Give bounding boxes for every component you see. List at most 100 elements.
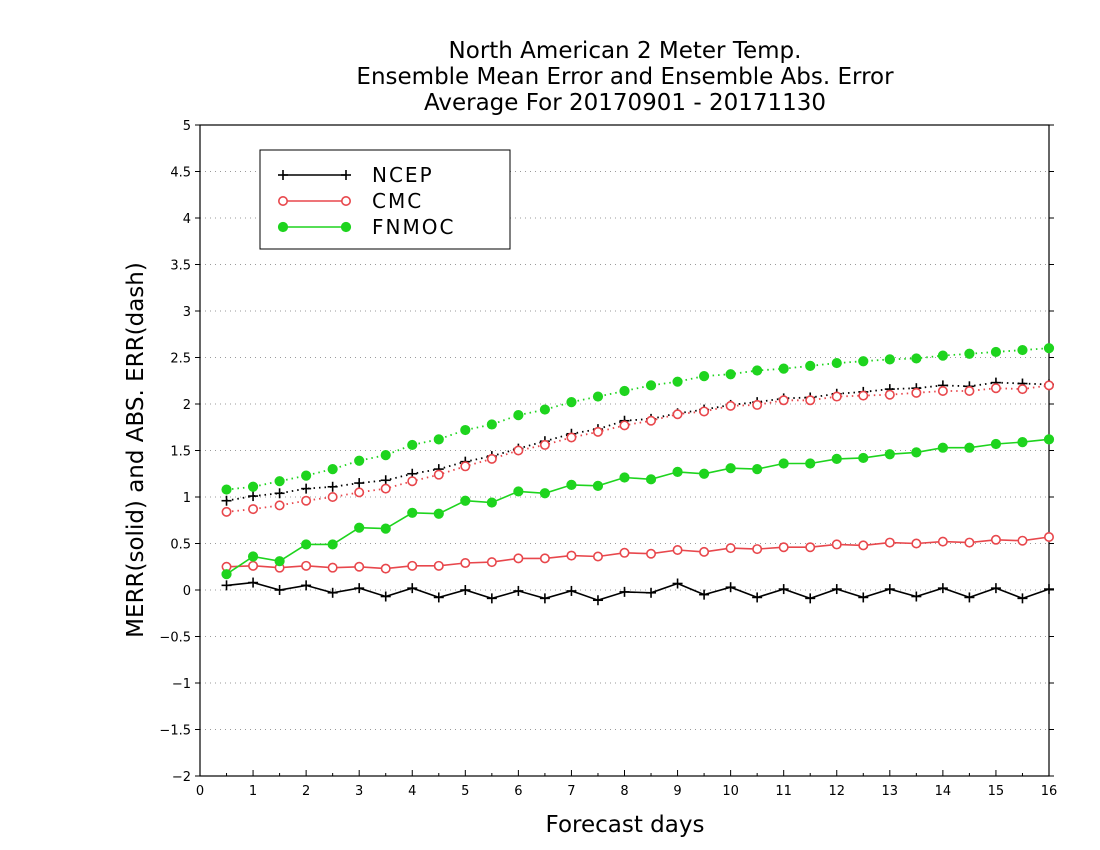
series-ncep-merr-point xyxy=(274,585,285,595)
series-fnmoc-abs-err-line xyxy=(226,347,1050,491)
series-fnmoc-abs-err-point xyxy=(698,371,710,382)
series-fnmoc-abs-err-point xyxy=(407,439,418,451)
y-tick-label: 4.5 xyxy=(170,166,191,181)
series-fnmoc-merr-point xyxy=(1043,434,1055,445)
series-fnmoc-abs-err-point xyxy=(513,410,524,421)
series-ncep-merr-point xyxy=(831,584,842,595)
series-cmc-abs-err-point xyxy=(725,400,736,411)
series-cmc-abs-err-point xyxy=(380,483,391,494)
series-fnmoc-merr-point xyxy=(380,523,391,534)
series-ncep-merr-point xyxy=(354,583,365,594)
title-line-2: Ensemble Mean Error and Ensemble Abs. Er… xyxy=(356,64,894,90)
series-fnmoc-abs-err-point xyxy=(805,360,816,371)
series-ncep-abs-err-point xyxy=(221,495,232,506)
series-fnmoc-merr-point xyxy=(486,497,497,508)
series-fnmoc-merr-point xyxy=(221,569,232,580)
series-fnmoc-abs-err-point xyxy=(964,348,975,359)
x-tick-label: 7 xyxy=(567,784,575,799)
series-ncep-merr-point xyxy=(911,591,922,602)
series-ncep-merr-point xyxy=(725,582,736,593)
series-cmc-merr-point xyxy=(513,553,524,564)
series-cmc-abs-err-point xyxy=(354,487,365,498)
series-cmc-merr-point xyxy=(778,542,789,553)
series-cmc-abs-err-point xyxy=(990,383,1001,394)
series-fnmoc-merr-point xyxy=(301,539,312,550)
series-ncep-abs-err-line xyxy=(226,381,1050,502)
series-ncep-merr-point xyxy=(937,583,948,594)
series-fnmoc-abs-err-point xyxy=(645,380,657,391)
y-tick-label: 3 xyxy=(183,305,191,320)
series-ncep-merr-point xyxy=(433,592,444,603)
series-cmc-abs-err-point xyxy=(911,387,922,398)
series-cmc-merr-point xyxy=(619,547,630,558)
legend-entry-ncep: NCEP xyxy=(278,163,432,187)
series-fnmoc-merr-point xyxy=(513,486,524,497)
y-tick-label: −2 xyxy=(172,770,191,785)
series-fnmoc-merr-point xyxy=(566,479,577,491)
x-tick-label: 8 xyxy=(620,784,628,799)
series-ncep-merr-point xyxy=(407,583,418,594)
legend-marker xyxy=(340,221,352,233)
series-cmc-abs-err-point xyxy=(221,506,232,517)
series-ncep-abs-err-point xyxy=(301,483,312,494)
series-fnmoc-abs-err-point xyxy=(990,346,1002,358)
series-ncep xyxy=(221,377,1054,606)
series-fnmoc-merr-point xyxy=(698,468,710,479)
series-ncep-merr-point xyxy=(699,589,710,600)
series-cmc-merr-point xyxy=(327,562,338,573)
title-line-3: Average For 20170901 - 20171130 xyxy=(424,90,826,116)
series-cmc-merr-point xyxy=(858,540,869,551)
series-fnmoc-merr-point xyxy=(964,442,975,453)
series-fnmoc-abs-err-point xyxy=(221,484,232,495)
series-cmc-abs-err-point xyxy=(778,395,789,406)
series-ncep-merr-point xyxy=(672,578,683,589)
series-fnmoc-merr-point xyxy=(805,458,816,469)
series-cmc-abs-err-point xyxy=(619,420,630,431)
y-tick-label: 4 xyxy=(183,212,191,227)
series-fnmoc-merr-point xyxy=(354,522,365,533)
series-cmc-merr-point xyxy=(646,548,657,559)
x-axis-label: Forecast days xyxy=(546,812,705,838)
x-tick-label: 5 xyxy=(461,784,469,799)
series-fnmoc-abs-err-point xyxy=(327,464,338,475)
series-cmc-abs-err-point xyxy=(539,439,550,450)
series-ncep-merr-point xyxy=(301,580,312,591)
series-cmc-abs-err-point xyxy=(248,504,259,515)
y-axis-label: MERR(solid) and ABS. ERR(dash) xyxy=(123,262,149,638)
series-fnmoc-merr-point xyxy=(831,453,842,464)
x-tick-label: 16 xyxy=(1041,784,1058,799)
series-cmc-merr-point xyxy=(990,534,1001,545)
series-fnmoc-abs-err-point xyxy=(672,376,683,387)
x-tick-label: 13 xyxy=(882,784,899,799)
series-cmc-merr-point xyxy=(672,545,683,556)
y-tick-label: 0.5 xyxy=(170,538,191,553)
series-fnmoc-merr-point xyxy=(327,539,338,550)
series-cmc-merr-point xyxy=(752,544,763,555)
series-fnmoc-abs-err-point xyxy=(725,369,736,380)
series-cmc-abs-err-point xyxy=(858,390,869,401)
series-fnmoc-abs-err-point xyxy=(831,357,842,369)
x-tick-label: 10 xyxy=(722,784,739,799)
series-cmc-merr-point xyxy=(539,553,550,564)
series-cmc-abs-err-point xyxy=(699,406,710,417)
series-ncep-merr-point xyxy=(990,583,1001,594)
y-tick-label: 2.5 xyxy=(170,352,191,367)
series-cmc-abs-err-point xyxy=(937,385,948,396)
y-tick-label: −0.5 xyxy=(159,631,191,646)
legend-marker xyxy=(341,170,351,180)
series-cmc-merr-point xyxy=(1044,531,1055,542)
series-cmc-merr-point xyxy=(460,558,471,569)
y-tick-label: −1.5 xyxy=(159,724,191,739)
series-cmc-merr-point xyxy=(831,539,842,550)
series-fnmoc-abs-err-point xyxy=(1017,344,1028,356)
series-cmc-abs-err-point xyxy=(566,432,577,443)
y-axis-ticks: −2 −1.5 −1 −0.5 0 0.5 1 1.5 2 2.5 3 3.5 4 4.5 5 xyxy=(159,119,1054,785)
series-ncep-merr-point xyxy=(964,592,975,603)
series-cmc-merr-point xyxy=(248,560,259,571)
series-fnmoc-abs-err-point xyxy=(433,434,444,445)
x-tick-label: 14 xyxy=(935,784,952,799)
series-cmc-merr-point xyxy=(937,536,948,547)
y-tick-label: 2 xyxy=(183,398,191,413)
series-fnmoc-abs-err-point xyxy=(778,363,789,374)
series-cmc xyxy=(221,380,1055,574)
